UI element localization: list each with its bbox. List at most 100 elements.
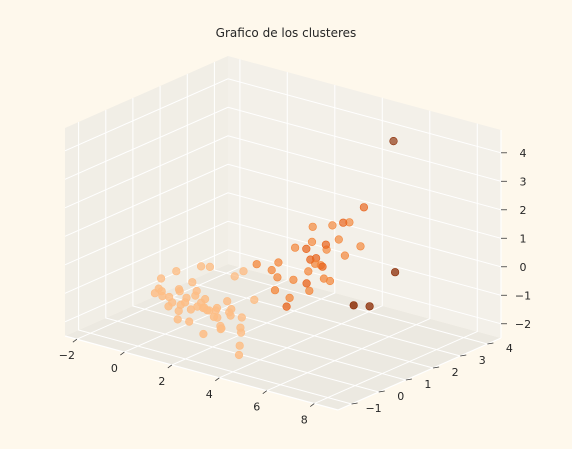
data-point-cluster-0 bbox=[239, 267, 248, 276]
data-point-cluster-2 bbox=[339, 218, 348, 227]
z-tick-label: 3 bbox=[520, 175, 527, 188]
y-tick-mark bbox=[433, 366, 440, 369]
grid-line-x bbox=[314, 123, 478, 405]
data-point-cluster-0 bbox=[226, 311, 235, 320]
data-point-cluster-0 bbox=[209, 312, 218, 321]
data-point-cluster-0 bbox=[201, 295, 210, 304]
data-point-cluster-0 bbox=[250, 295, 259, 305]
data-point-cluster-2 bbox=[359, 203, 369, 212]
data-point-cluster-0 bbox=[191, 291, 200, 300]
grid-line-y bbox=[213, 62, 488, 345]
grid-line-z bbox=[64, 135, 502, 211]
data-point-cluster-1 bbox=[274, 258, 283, 267]
data-point-cluster-0 bbox=[223, 297, 232, 306]
data-point-cluster-2 bbox=[302, 244, 311, 253]
grid-line-z bbox=[64, 106, 502, 182]
data-point-cluster-0 bbox=[172, 267, 181, 276]
y-tick-label: 0 bbox=[397, 390, 404, 403]
y-tick-label: 1 bbox=[424, 378, 431, 391]
data-point-cluster-1 bbox=[267, 266, 276, 275]
data-point-cluster-0 bbox=[181, 298, 190, 307]
grid-line-y bbox=[78, 122, 352, 405]
grid-line-z bbox=[64, 163, 502, 239]
data-point-cluster-2 bbox=[302, 279, 311, 288]
z-tick-label: 1 bbox=[520, 232, 527, 245]
z-tick-label: 2 bbox=[520, 204, 527, 217]
data-point-cluster-0 bbox=[157, 274, 166, 283]
data-point-cluster-0 bbox=[235, 341, 244, 350]
grid-line-z bbox=[64, 249, 502, 325]
x-tick-mark bbox=[310, 403, 315, 407]
x-tick-mark bbox=[167, 364, 173, 369]
y-tick-mark bbox=[351, 402, 358, 405]
data-point-cluster-1 bbox=[328, 221, 337, 230]
x-tick-label: 6 bbox=[253, 401, 260, 414]
data-point-cluster-3 bbox=[389, 137, 398, 146]
data-point-cluster-1 bbox=[304, 267, 313, 276]
grid-line-z bbox=[64, 220, 502, 296]
y-tick-label: 4 bbox=[506, 342, 513, 355]
data-points bbox=[150, 137, 400, 360]
data-point-cluster-3 bbox=[365, 302, 374, 311]
data-point-cluster-0 bbox=[165, 292, 174, 302]
x-tick-label: 0 bbox=[111, 362, 118, 375]
z-tick-label: −1 bbox=[515, 289, 531, 302]
x-tick-label: 2 bbox=[158, 375, 165, 388]
data-point-cluster-1 bbox=[356, 242, 365, 251]
data-point-cluster-0 bbox=[200, 303, 209, 312]
y-tick-mark bbox=[405, 378, 412, 381]
x-tick-label: 8 bbox=[301, 414, 308, 427]
data-point-cluster-1 bbox=[291, 243, 300, 252]
data-point-cluster-1 bbox=[334, 235, 343, 244]
data-point-cluster-0 bbox=[174, 285, 184, 294]
x-tick-mark bbox=[120, 351, 125, 356]
chart-title: Grafico de los clusteres bbox=[216, 26, 357, 40]
data-point-cluster-3 bbox=[349, 301, 358, 310]
axis-lines bbox=[64, 130, 502, 411]
z-tick-label: −2 bbox=[515, 318, 531, 331]
data-point-cluster-0 bbox=[197, 262, 206, 271]
grid-line-x bbox=[124, 72, 288, 353]
x-tick-mark bbox=[262, 390, 268, 395]
grid-line-y bbox=[105, 110, 379, 393]
data-point-cluster-0 bbox=[212, 303, 222, 313]
back-pane bbox=[228, 56, 501, 338]
data-point-cluster-0 bbox=[236, 323, 245, 332]
data-point-cluster-3 bbox=[391, 268, 400, 277]
x-tick-mark bbox=[72, 338, 78, 343]
y-axis-line bbox=[337, 337, 502, 411]
data-point-cluster-0 bbox=[173, 315, 182, 324]
y-tick-label: −1 bbox=[365, 402, 381, 415]
grid-line-y bbox=[186, 74, 461, 357]
y-tick-mark bbox=[378, 390, 385, 393]
data-point-cluster-1 bbox=[273, 273, 282, 282]
grid-line-z bbox=[64, 192, 502, 268]
grid-line-z bbox=[64, 78, 502, 154]
grid-line-y bbox=[132, 98, 407, 381]
x-tick-label: 4 bbox=[206, 388, 213, 401]
y-tick-mark bbox=[487, 342, 494, 345]
data-point-cluster-0 bbox=[164, 302, 173, 311]
y-tick-mark bbox=[460, 354, 467, 357]
axes-panes bbox=[65, 56, 501, 410]
data-point-cluster-0 bbox=[154, 284, 163, 293]
x-tick-label: −2 bbox=[59, 349, 75, 362]
grid-line-x bbox=[76, 59, 241, 340]
data-point-cluster-0 bbox=[199, 329, 208, 339]
data-point-cluster-0 bbox=[185, 317, 194, 326]
z-tick-label: 4 bbox=[520, 147, 527, 160]
data-point-cluster-2 bbox=[282, 302, 291, 311]
data-point-cluster-1 bbox=[340, 251, 350, 260]
data-point-cluster-0 bbox=[234, 350, 244, 360]
grid-line-x bbox=[266, 110, 431, 392]
data-point-cluster-1 bbox=[289, 275, 298, 284]
data-point-cluster-1 bbox=[307, 237, 317, 246]
data-point-cluster-0 bbox=[230, 272, 239, 281]
data-point-cluster-0 bbox=[205, 262, 214, 272]
grid-line-x bbox=[219, 97, 383, 379]
grid-line-x bbox=[171, 85, 336, 366]
data-point-cluster-0 bbox=[237, 313, 246, 322]
data-point-cluster-1 bbox=[285, 293, 294, 303]
